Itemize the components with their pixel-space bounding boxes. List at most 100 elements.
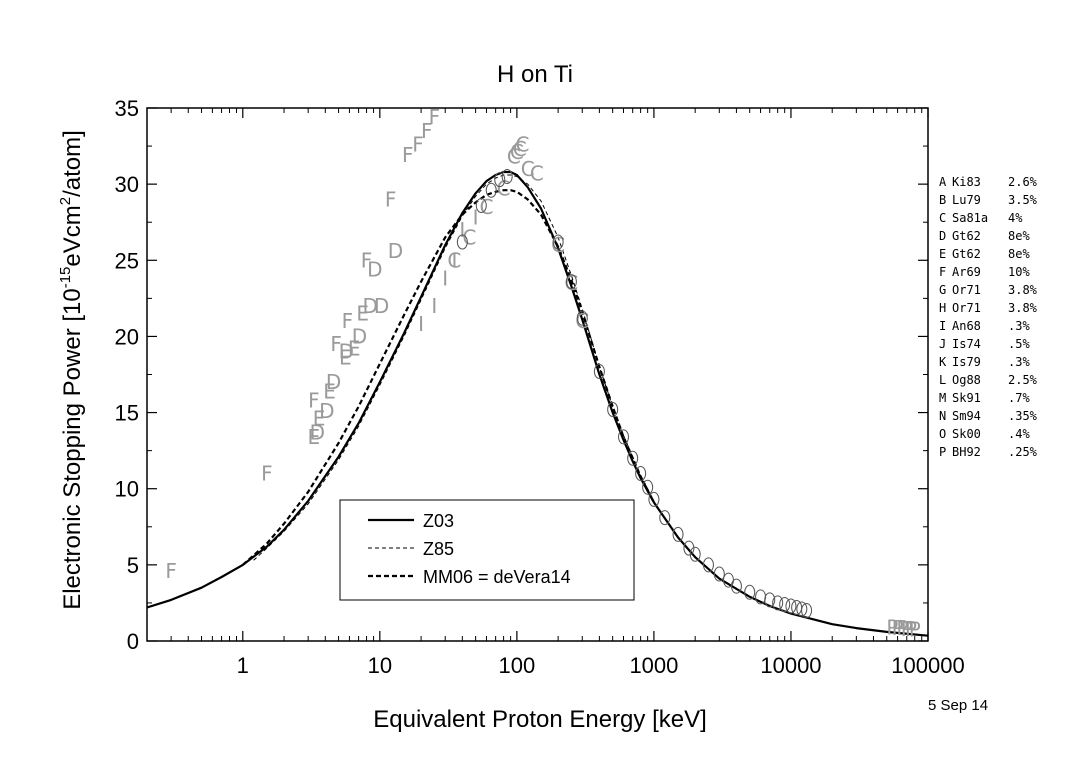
data-point-o (642, 479, 654, 495)
data-point-p: P (892, 616, 904, 640)
ref-letter: B (939, 193, 946, 207)
data-point-e: E (323, 379, 336, 403)
ref-error: 3.8% (1008, 301, 1038, 315)
data-point-o (785, 598, 797, 614)
data-point-o (659, 510, 671, 526)
ref-error: 2.6% (1008, 175, 1038, 189)
x-axis-label: Equivalent Proton Energy [keV] (373, 706, 707, 733)
ref-error: .35% (1008, 409, 1038, 423)
data-point-c: C (497, 177, 511, 201)
data-point-d: D (374, 294, 389, 318)
ref-code: Gt62 (952, 229, 981, 243)
ref-code: Sk91 (952, 391, 981, 405)
data-point-f: F (412, 133, 424, 157)
ref-code: Or71 (952, 301, 981, 315)
ref-letter: G (939, 283, 946, 297)
ref-code: Gt62 (952, 247, 981, 261)
ref-code: Ki83 (952, 175, 981, 189)
ref-letter: C (939, 211, 946, 225)
ref-code: Sk00 (952, 427, 981, 441)
ref-letter: N (939, 409, 946, 423)
curve-z85 (253, 174, 655, 561)
y-tick-label: 25 (115, 248, 139, 273)
data-point-o (702, 557, 714, 573)
data-point-d: D (367, 257, 382, 281)
ref-letter: D (939, 229, 946, 243)
data-point-o (593, 363, 605, 379)
ref-letter: L (939, 373, 946, 387)
x-tick-label: 100 (499, 653, 536, 678)
ref-letter: E (939, 247, 946, 261)
ref-code: Sa81a (952, 211, 988, 225)
x-tick-label: 10000 (760, 653, 821, 678)
data-point-f: F (385, 187, 397, 211)
data-point-c: C (575, 309, 589, 333)
data-point-c: C (507, 145, 521, 169)
data-point-o (801, 603, 813, 619)
plot-frame (146, 107, 929, 642)
ref-letter: M (939, 391, 946, 405)
ref-error: 3.5% (1008, 193, 1038, 207)
data-point-f: F (402, 143, 414, 167)
ref-code: Lu79 (952, 193, 981, 207)
data-point-i: I (451, 248, 457, 272)
ref-code: Og88 (952, 373, 981, 387)
data-point-o (494, 172, 506, 188)
data-point-c: C (513, 137, 527, 161)
ref-letter: H (939, 301, 946, 315)
data-point-p: P (901, 617, 913, 641)
ref-error: .4% (1008, 427, 1030, 441)
data-point-d: D (362, 294, 377, 318)
data-point-e: E (339, 346, 352, 370)
data-point-i: I (418, 312, 424, 336)
x-tick-label: 1000 (629, 653, 678, 678)
ref-error: .3% (1008, 355, 1030, 369)
data-point-i: I (442, 267, 448, 291)
data-point-f: F (421, 119, 433, 143)
data-point-f: F (308, 388, 320, 412)
data-point-c: C (462, 225, 476, 249)
data-point-e: E (348, 337, 361, 361)
ref-code: Is74 (952, 337, 981, 351)
y-tick-label: 15 (115, 401, 139, 426)
reference-list: A Ki83 2.6% B Lu79 3.5% C Sa81a 4% D Gt62 8e% E Gt62 8… (939, 175, 1038, 459)
data-point-o (565, 274, 577, 290)
legend-label-z85: Z85 (423, 539, 454, 559)
y-tick-label: 35 (115, 96, 139, 121)
data-point-o (618, 429, 630, 445)
ref-letter: J (939, 337, 946, 351)
data-point-o (501, 169, 513, 185)
ref-error: .25% (1008, 445, 1038, 459)
data-point-o (635, 465, 647, 481)
data-point-f: F (330, 332, 342, 356)
data-point-i: I (473, 206, 479, 230)
y-tick-label: 20 (115, 324, 139, 349)
series-layer: FFFFFFFFFFFEEEEEEDDDDDDDDDIIIIIICCCCCCCC… (147, 105, 928, 641)
data-point-f: F (165, 559, 177, 583)
tick-labels: 1 10 100 1000 10000 100000 0 5 10 15 20 25 30 35 (115, 96, 965, 678)
ref-letter: F (939, 265, 946, 279)
data-point-e: E (356, 302, 369, 326)
data-point-f: F (429, 105, 441, 129)
ref-code: Sm94 (952, 409, 981, 423)
data-point-o (552, 234, 564, 250)
data-point-o (779, 596, 791, 612)
data-point-o (683, 540, 695, 556)
data-point-p: P (905, 617, 917, 641)
y-axis-label: Electronic Stopping Power [10-15eVcm2/at… (57, 130, 86, 610)
ref-letter: I (939, 319, 946, 333)
data-point-c: C (521, 157, 535, 181)
data-point-o (475, 197, 487, 213)
data-point-o (485, 182, 497, 198)
chart-title: H on Ti (497, 61, 573, 88)
x-tick-label: 10 (368, 653, 392, 678)
data-point-o (772, 595, 784, 611)
data-point-i: I (459, 218, 465, 242)
y-tick-label: 5 (127, 553, 139, 578)
data-point-d: D (388, 239, 403, 263)
data-point-o (456, 234, 468, 250)
data-point-o (607, 402, 619, 418)
data-point-o (744, 584, 756, 600)
data-point-o (576, 310, 588, 326)
